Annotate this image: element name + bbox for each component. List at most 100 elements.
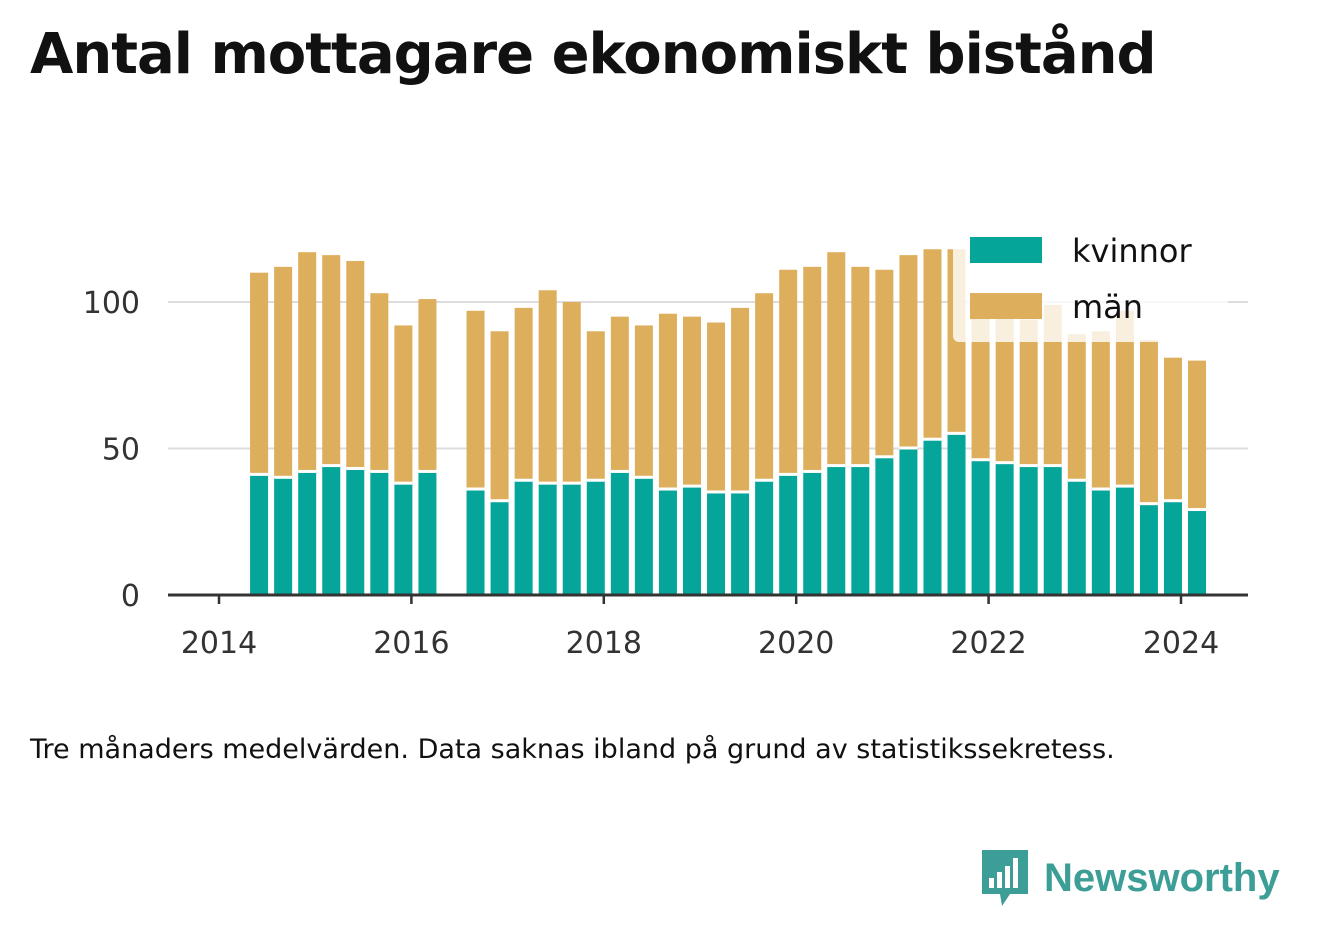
bar-separator bbox=[971, 458, 990, 462]
bar-separator bbox=[466, 487, 485, 491]
bar-separator bbox=[947, 431, 966, 435]
bar-man bbox=[466, 310, 485, 490]
newsworthy-logo-icon bbox=[982, 850, 1028, 906]
bar-separator bbox=[298, 469, 317, 473]
bar-man bbox=[755, 293, 774, 481]
bar-man bbox=[586, 331, 605, 481]
bar-man bbox=[394, 325, 413, 484]
bar-kvinnor bbox=[538, 483, 557, 595]
bar-man bbox=[995, 316, 1014, 464]
x-tick-label: 2014 bbox=[181, 626, 257, 661]
bar-separator bbox=[562, 481, 581, 485]
bar-kvinnor bbox=[346, 469, 365, 595]
bar-separator bbox=[634, 475, 653, 479]
bar-separator bbox=[1163, 499, 1182, 503]
bar-separator bbox=[707, 490, 726, 494]
bar-kvinnor bbox=[1019, 466, 1038, 595]
bar-kvinnor bbox=[1043, 466, 1062, 595]
bar-kvinnor bbox=[250, 474, 269, 595]
bar-man bbox=[490, 331, 509, 502]
bar-kvinnor bbox=[1139, 504, 1158, 595]
bar-man bbox=[923, 249, 942, 440]
legend-swatch-man bbox=[970, 293, 1042, 319]
legend-label-kvinnor: kvinnor bbox=[1072, 232, 1193, 270]
x-tick-label: 2016 bbox=[373, 626, 449, 661]
bar-kvinnor bbox=[1163, 501, 1182, 595]
bar-kvinnor bbox=[731, 492, 750, 595]
bar-separator bbox=[394, 481, 413, 485]
bar-separator bbox=[682, 484, 701, 488]
bar-separator bbox=[1188, 508, 1207, 512]
x-tick-label: 2022 bbox=[950, 626, 1026, 661]
y-tick-label: 50 bbox=[102, 433, 140, 468]
bar-separator bbox=[250, 472, 269, 476]
bar-kvinnor bbox=[562, 483, 581, 595]
bar-separator bbox=[346, 467, 365, 471]
chart-title: Antal mottagare ekonomiskt bistånd bbox=[30, 22, 1157, 87]
bar-man bbox=[322, 255, 341, 467]
legend-label-man: män bbox=[1072, 288, 1143, 326]
bar-separator bbox=[418, 469, 437, 473]
bar-separator bbox=[1067, 478, 1086, 482]
bar-separator bbox=[995, 461, 1014, 465]
bar-man bbox=[658, 313, 677, 490]
bar-kvinnor bbox=[466, 489, 485, 595]
y-tick-label: 0 bbox=[121, 579, 140, 614]
bar-kvinnor bbox=[682, 486, 701, 595]
bar-separator bbox=[827, 464, 846, 468]
bar-separator bbox=[322, 464, 341, 468]
bar-separator bbox=[803, 469, 822, 473]
bar-man bbox=[562, 302, 581, 484]
bar-man bbox=[803, 266, 822, 472]
bar-kvinnor bbox=[634, 477, 653, 595]
bar-kvinnor bbox=[899, 448, 918, 595]
bar-kvinnor bbox=[827, 466, 846, 595]
bar-kvinnor bbox=[779, 474, 798, 595]
bar-separator bbox=[610, 469, 629, 473]
bar-separator bbox=[899, 446, 918, 450]
x-tick-label: 2024 bbox=[1143, 626, 1219, 661]
bar-separator bbox=[514, 478, 533, 482]
bar-kvinnor bbox=[803, 471, 822, 595]
bar-kvinnor bbox=[658, 489, 677, 595]
bar-separator bbox=[586, 478, 605, 482]
bar-man bbox=[538, 290, 557, 484]
bar-separator bbox=[1043, 464, 1062, 468]
bar-kvinnor bbox=[1188, 510, 1207, 595]
bar-kvinnor bbox=[298, 471, 317, 595]
bar-man bbox=[899, 255, 918, 449]
bar-separator bbox=[923, 437, 942, 441]
bar-man bbox=[274, 266, 293, 478]
bar-man bbox=[1163, 357, 1182, 502]
bar-separator bbox=[1139, 502, 1158, 506]
bar-man bbox=[1188, 360, 1207, 511]
bar-man bbox=[1067, 334, 1086, 481]
bar-separator bbox=[755, 478, 774, 482]
bar-kvinnor bbox=[851, 466, 870, 595]
bar-separator bbox=[875, 455, 894, 459]
bar-kvinnor bbox=[586, 480, 605, 595]
bar-man bbox=[250, 272, 269, 475]
bar-separator bbox=[1115, 484, 1134, 488]
bar-kvinnor bbox=[1115, 486, 1134, 595]
bar-man bbox=[827, 252, 846, 467]
bar-man bbox=[707, 322, 726, 493]
bar-separator bbox=[851, 464, 870, 468]
bar-kvinnor bbox=[923, 439, 942, 595]
bar-kvinnor bbox=[875, 457, 894, 595]
bar-separator bbox=[779, 472, 798, 476]
bar-kvinnor bbox=[418, 471, 437, 595]
x-tick-label: 2020 bbox=[758, 626, 834, 661]
bar-separator bbox=[658, 487, 677, 491]
bar-kvinnor bbox=[394, 483, 413, 595]
bar-man bbox=[779, 269, 798, 475]
bar-man bbox=[418, 299, 437, 472]
newsworthy-logo[interactable]: Newsworthy bbox=[980, 848, 1280, 908]
bar-man bbox=[851, 266, 870, 467]
bar-kvinnor bbox=[610, 471, 629, 595]
bar-man bbox=[1043, 304, 1062, 467]
bar-man bbox=[610, 316, 629, 472]
bar-separator bbox=[370, 469, 389, 473]
bar-separator bbox=[490, 499, 509, 503]
bar-kvinnor bbox=[514, 480, 533, 595]
